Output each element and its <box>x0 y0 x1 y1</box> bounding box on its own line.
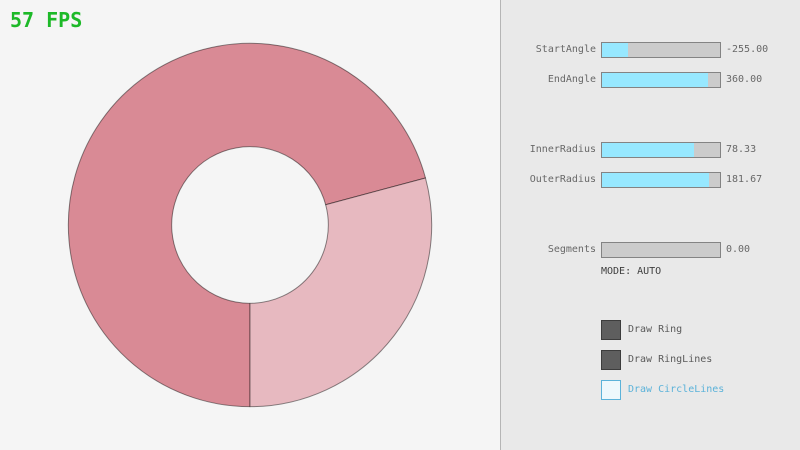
outer-radius-slider[interactable] <box>601 172 721 188</box>
slider-fill <box>602 143 695 157</box>
fps-counter: 57 FPS <box>10 8 83 32</box>
slider-fill <box>602 43 628 57</box>
draw-ring-checkbox[interactable] <box>601 320 621 340</box>
slider-row-start-angle: StartAngle -255.00 <box>501 42 800 58</box>
checkbox-label: Draw Ring <box>628 324 683 335</box>
slider-label: OuterRadius <box>529 174 596 185</box>
inner-radius-slider[interactable] <box>601 142 721 158</box>
ring-segment-light <box>249 177 433 408</box>
checkbox-row-draw-circlelines[interactable]: Draw CircleLines <box>501 380 800 400</box>
start-angle-slider[interactable] <box>601 42 721 58</box>
end-angle-slider[interactable] <box>601 72 721 88</box>
slider-fill <box>602 73 709 87</box>
slider-label: InnerRadius <box>529 144 596 155</box>
slider-value: 181.67 <box>726 174 763 185</box>
slider-value: 0.00 <box>726 244 751 255</box>
slider-value: 78.33 <box>726 144 757 155</box>
slider-label: StartAngle <box>535 44 596 55</box>
draw-circlelines-checkbox[interactable] <box>601 380 621 400</box>
draw-ringlines-checkbox[interactable] <box>601 350 621 370</box>
slider-label: EndAngle <box>547 74 596 85</box>
ring-segment-dark <box>67 42 427 408</box>
control-panel: StartAngle -255.00 EndAngle 360.00 Inner… <box>500 0 800 450</box>
segments-slider[interactable] <box>601 242 721 258</box>
slider-label: Segments <box>547 244 596 255</box>
slider-row-segments: Segments 0.00 <box>501 242 800 258</box>
slider-fill <box>602 173 710 187</box>
slider-row-outer-radius: OuterRadius 181.67 <box>501 172 800 188</box>
checkbox-row-draw-ring[interactable]: Draw Ring <box>501 320 800 340</box>
slider-row-inner-radius: InnerRadius 78.33 <box>501 142 800 158</box>
ring-canvas <box>67 42 433 408</box>
slider-row-end-angle: EndAngle 360.00 <box>501 72 800 88</box>
mode-label: MODE: AUTO <box>601 266 662 277</box>
slider-value: -255.00 <box>726 44 769 55</box>
checkbox-row-draw-ringlines[interactable]: Draw RingLines <box>501 350 800 370</box>
checkbox-label: Draw RingLines <box>628 354 713 365</box>
slider-value: 360.00 <box>726 74 763 85</box>
checkbox-label: Draw CircleLines <box>628 384 725 395</box>
